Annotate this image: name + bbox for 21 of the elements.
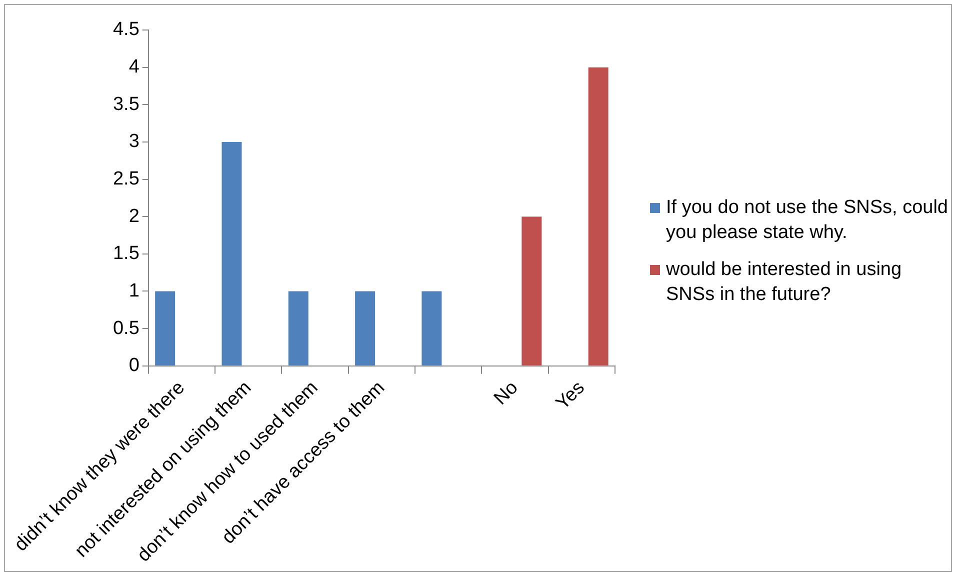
bar	[588, 67, 608, 366]
x-tick-label: Yes	[552, 377, 589, 414]
y-tick-label: 3.5	[112, 94, 140, 115]
x-tick-label: No	[490, 377, 522, 410]
y-tick-label: 1	[128, 280, 140, 302]
y-tick-label: 3	[128, 131, 140, 152]
bar	[155, 291, 176, 366]
legend-label: If you do not use the SNSs, could you please state why.	[666, 196, 950, 245]
bar	[288, 291, 308, 366]
y-tick-label: 1.5	[112, 243, 140, 264]
bar	[522, 216, 542, 366]
bar	[222, 142, 242, 366]
legend-label: would be interested in using SNSs in the future?	[666, 258, 903, 307]
y-tick-label: 4.5	[112, 19, 140, 40]
y-tick-label: 4	[128, 56, 140, 78]
y-tick-label: 0	[128, 355, 140, 376]
bar	[422, 291, 442, 366]
y-tick-label: 0.5	[112, 318, 140, 339]
y-tick-label: 2.5	[112, 168, 140, 190]
bar	[355, 291, 376, 366]
y-tick-label: 2	[128, 206, 140, 227]
